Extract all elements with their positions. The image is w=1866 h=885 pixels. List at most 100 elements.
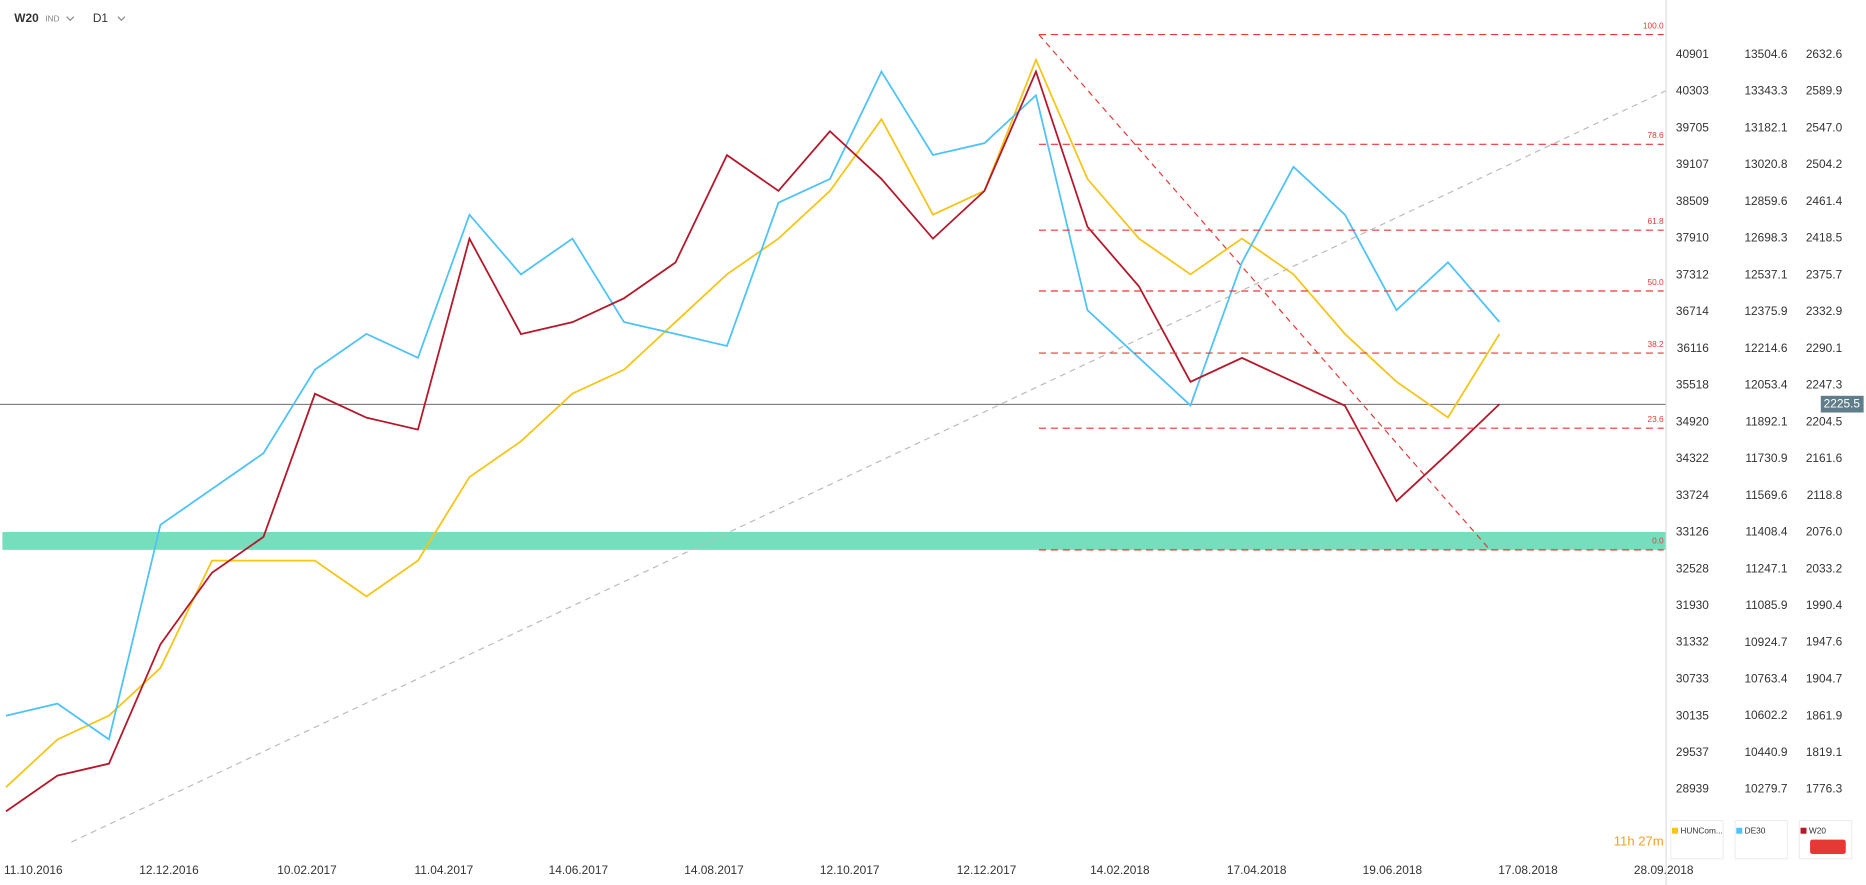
y-tick-label: 13343.3 (1744, 84, 1787, 98)
symbol[interactable]: W20 (14, 11, 39, 25)
y-tick-label: 2290.1 (1806, 341, 1843, 355)
y-tick-label: 1861.9 (1806, 708, 1843, 722)
y-tick-label: 1990.4 (1806, 598, 1843, 612)
y-tick-label: 2589.9 (1806, 84, 1843, 98)
legend-label[interactable]: DE30 (1745, 826, 1766, 836)
fib-trend-line (1038, 34, 1491, 551)
legend-box (1670, 819, 1724, 860)
y-tick-label: 36116 (1677, 341, 1710, 355)
y-tick-label: 30733 (1676, 672, 1709, 686)
series-line (5, 69, 1501, 741)
trend-line (71, 90, 1667, 843)
y-tick-label: 2033.2 (1806, 561, 1843, 575)
interval[interactable]: D1 (93, 11, 109, 25)
y-tick-label: 40901 (1676, 47, 1709, 61)
x-tick-label: 19.06.2018 (1363, 863, 1423, 877)
y-tick-label: 37910 (1676, 231, 1709, 245)
x-tick-label: 11.04.2017 (415, 863, 474, 877)
series-line (5, 57, 1501, 788)
y-tick-label: 39705 (1676, 120, 1709, 134)
x-tick-label: 12.12.2017 (957, 863, 1017, 877)
x-tick-label: 11.10.2016 (4, 863, 63, 877)
y-tick-label: 29537 (1676, 745, 1709, 759)
y-tick-label: 37312 (1676, 267, 1709, 281)
y-tick-label: 11085.9 (1745, 598, 1787, 612)
dropdown-icon[interactable] (117, 16, 126, 22)
y-tick-label: 13504.6 (1744, 47, 1787, 61)
y-tick-label: 36714 (1676, 304, 1709, 318)
fib-label: 23.6 (1647, 414, 1664, 424)
legend-box (1798, 819, 1853, 860)
y-tick-label: 32528 (1676, 561, 1709, 575)
y-tick-label: 12214.6 (1744, 341, 1787, 355)
y-tick-label: 12375.9 (1744, 304, 1787, 318)
x-tick-label: 17.08.2018 (1498, 863, 1558, 877)
legend-swatch (1672, 827, 1678, 834)
y-tick-label: 11730.9 (1745, 451, 1787, 465)
fib-label: 50.0 (1647, 277, 1664, 287)
x-tick-label: 10.02.2017 (277, 863, 337, 877)
y-tick-label: 10279.7 (1744, 782, 1787, 796)
y-tick-label: 31930 (1676, 598, 1709, 612)
countdown-timer: 11h 27m (1614, 834, 1664, 849)
market: IND (45, 13, 59, 23)
y-tick-label: 31332 (1676, 635, 1709, 649)
x-tick-label: 14.06.2017 (549, 863, 609, 877)
y-tick-label: 2547.0 (1806, 120, 1843, 134)
legend-box (1734, 819, 1789, 860)
series-line (5, 69, 1501, 813)
x-tick-label: 14.02.2018 (1090, 863, 1150, 877)
y-tick-label: 11892.1 (1745, 414, 1787, 428)
y-tick-label: 1904.7 (1806, 672, 1843, 686)
legend-swatch (1736, 827, 1743, 834)
y-tick-label: 2504.2 (1806, 157, 1843, 171)
y-tick-label: 2632.6 (1806, 47, 1843, 61)
y-tick-label: 1819.1 (1806, 745, 1843, 759)
y-tick-label: 11247.1 (1745, 561, 1787, 575)
fib-label: 100.0 (1643, 20, 1664, 30)
y-tick-label: 28939 (1676, 782, 1709, 796)
y-tick-label: 30135 (1676, 708, 1709, 722)
y-tick-label: 1947.6 (1806, 635, 1843, 649)
y-tick-label: 34322 (1676, 451, 1709, 465)
y-tick-label: 12053.4 (1744, 378, 1787, 392)
last-price-label: 2225.5 (1824, 396, 1861, 410)
y-tick-label: 40303 (1676, 84, 1709, 98)
y-tick-label: 2332.9 (1806, 304, 1843, 318)
y-tick-label: 13182.1 (1744, 120, 1787, 134)
fib-label: 0.0 (1652, 536, 1664, 546)
y-tick-label: 2375.7 (1806, 267, 1843, 281)
y-tick-label: 38509 (1676, 194, 1709, 208)
y-tick-label: 35518 (1676, 378, 1709, 392)
y-tick-label: 2076.0 (1806, 525, 1843, 539)
x-tick-label: 12.12.2016 (139, 863, 199, 877)
x-tick-label: 12.10.2017 (820, 863, 880, 877)
y-tick-label: 2461.4 (1806, 194, 1843, 208)
legend-swatch (1800, 827, 1807, 834)
y-tick-label: 1776.3 (1806, 782, 1843, 796)
y-tick-label: 2247.3 (1806, 378, 1843, 392)
y-tick-label: 12537.1 (1744, 267, 1787, 281)
y-tick-label: 34920 (1676, 414, 1709, 428)
fib-label: 61.8 (1647, 216, 1664, 226)
y-tick-label: 33724 (1676, 488, 1709, 502)
y-tick-label: 10602.2 (1744, 708, 1787, 722)
y-tick-label: 33126 (1676, 525, 1709, 539)
x-tick-label: 28.09.2018 (1634, 863, 1694, 877)
active-toggle[interactable] (1810, 839, 1846, 854)
y-tick-label: 2118.8 (1807, 488, 1843, 502)
legend-label[interactable]: W20 (1809, 826, 1826, 836)
legend-label[interactable]: HUNCom... (1680, 826, 1723, 836)
support-zone (2, 531, 1667, 550)
y-tick-label: 12859.6 (1744, 194, 1787, 208)
y-tick-label: 12698.3 (1744, 231, 1787, 245)
dropdown-icon[interactable] (66, 16, 75, 22)
y-tick-label: 2418.5 (1806, 231, 1843, 245)
fib-label: 78.6 (1647, 130, 1664, 140)
y-tick-label: 2204.5 (1806, 414, 1843, 428)
y-tick-label: 10763.4 (1744, 672, 1787, 686)
y-tick-label: 10924.7 (1744, 635, 1787, 649)
